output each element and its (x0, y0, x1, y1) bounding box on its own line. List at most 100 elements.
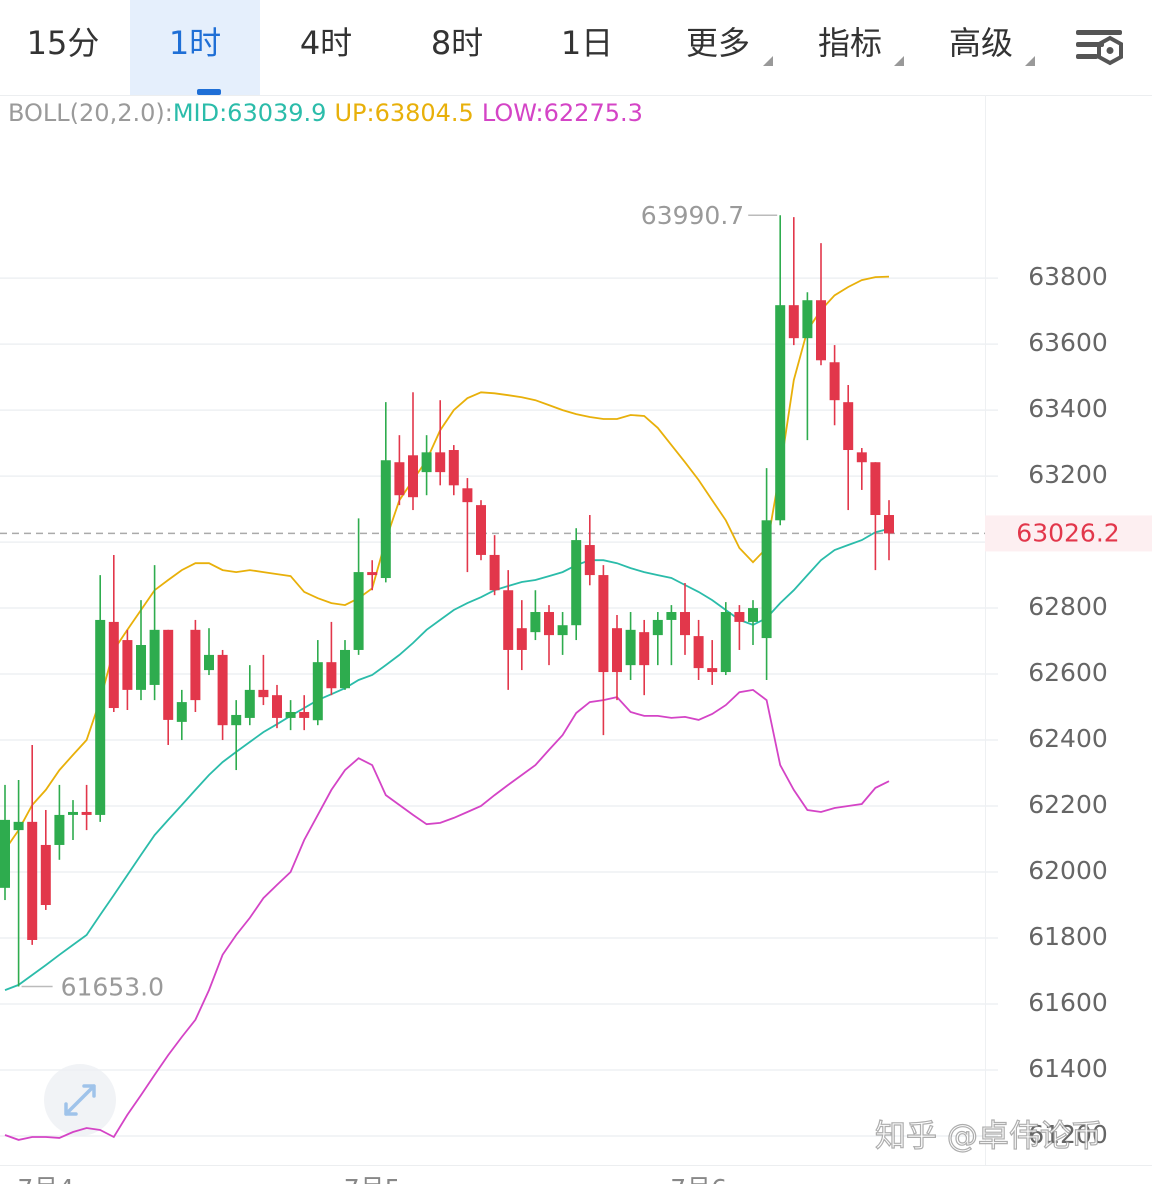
candle-body (639, 632, 650, 666)
candle-body (394, 462, 405, 496)
candle-body (190, 629, 201, 701)
candle-body (816, 300, 826, 361)
y-tick-label: 62200 (1028, 790, 1108, 819)
icon-gear (1097, 35, 1123, 66)
candle-body (693, 636, 704, 669)
candle-body (503, 590, 514, 650)
candle-body (734, 612, 745, 622)
dropdown-arrow (763, 56, 773, 66)
candle-body (353, 572, 364, 650)
x-tick-label: 7月5 (344, 1174, 401, 1184)
candle-body (625, 629, 636, 666)
active-tab-indicator (197, 89, 221, 95)
tab[interactable]: 指标 (818, 24, 882, 62)
tab[interactable]: 4时 (300, 24, 352, 62)
high-annotation: 63990.7 (641, 201, 744, 230)
candle-body (435, 452, 446, 473)
candle-body (95, 619, 106, 815)
candle-body (0, 819, 10, 888)
candle-body (476, 505, 486, 555)
candle-body (68, 811, 78, 815)
candle-body (54, 814, 65, 845)
candle-body (448, 450, 459, 486)
candle-body (612, 628, 622, 673)
icon-gear-center (1106, 47, 1114, 54)
y-tick-label: 61800 (1028, 922, 1108, 951)
candle-body (340, 649, 350, 689)
candle-body (775, 305, 786, 521)
x-tick-label: 7月4 (17, 1174, 74, 1184)
candle-body (176, 702, 187, 722)
candle-body (843, 402, 854, 451)
candle-body (326, 662, 337, 689)
y-tick-label: 62000 (1028, 856, 1108, 885)
candle-body (408, 455, 418, 498)
tab[interactable]: 8时 (431, 24, 483, 62)
settings-icon[interactable] (1076, 30, 1123, 66)
tab[interactable]: 1日 (561, 24, 613, 62)
candle-body (217, 654, 228, 726)
last-price-label: 63026.2 (1016, 518, 1119, 547)
y-tick-label: 61600 (1028, 988, 1108, 1017)
candle-body (204, 654, 214, 671)
tab-bar: 15分 1时 4时 8时 1日 更多 指标 高级 (0, 0, 1152, 96)
candle-body (748, 608, 758, 622)
y-tick-label: 63200 (1028, 460, 1108, 489)
indicator-legend: BOLL(20,2.0):MID:63039.9 UP:63804.5 LOW:62… (8, 99, 643, 127)
low-annotation: 61653.0 (61, 973, 164, 1002)
legend-up: UP:63804.5 (334, 99, 473, 127)
candle-body (884, 515, 894, 534)
candle-body (761, 520, 772, 639)
candle-body (40, 844, 51, 906)
candle-body (108, 621, 119, 709)
candle-body (530, 612, 541, 633)
y-tick-label: 62400 (1028, 724, 1108, 753)
expand-button[interactable] (44, 1064, 116, 1136)
candle-body (13, 821, 24, 831)
candle-body (149, 629, 160, 685)
candle-body (707, 668, 718, 673)
y-tick-label: 63600 (1028, 328, 1108, 357)
y-tick-label: 61200 (1028, 1120, 1108, 1149)
candle-body (258, 689, 269, 698)
candle-body (285, 711, 296, 718)
indicator-name: BOLL(20,2.0): (8, 99, 173, 127)
tab[interactable]: 15分 (27, 24, 100, 62)
candle-body (312, 662, 323, 721)
boll-line (4, 688, 890, 1141)
candle-body (680, 612, 690, 636)
candle-body (571, 540, 582, 626)
tab[interactable]: 1时 (169, 24, 221, 62)
candle-body (598, 575, 609, 673)
boll-line (4, 275, 890, 851)
y-tick-label: 62800 (1028, 592, 1108, 621)
candle-body (856, 452, 867, 463)
candle-body (652, 619, 663, 636)
candle-body (231, 714, 242, 726)
candle-body (122, 640, 133, 690)
tab[interactable]: 更多 (686, 24, 750, 62)
plot (0, 95, 998, 1165)
candle-body (163, 629, 174, 720)
tab[interactable]: 高级 (949, 24, 1013, 62)
active-tab-bg (130, 0, 260, 95)
candle-body (829, 362, 840, 401)
x-tick-label: 7月6 (670, 1174, 727, 1184)
watermark: 知乎 @卓伟论币 (875, 1119, 1102, 1155)
icon-bar (1076, 30, 1122, 35)
candle-body (788, 305, 799, 339)
candle-body (720, 612, 731, 673)
y-tick-label: 63800 (1028, 262, 1108, 291)
y-tick-label: 62600 (1028, 658, 1108, 687)
y-tick-label: 61400 (1028, 1054, 1108, 1083)
candle-body (462, 488, 473, 503)
candle-body (272, 695, 282, 718)
legend-mid: MID:63039.9 (173, 99, 327, 127)
candle-body (870, 462, 881, 516)
candle-body (421, 452, 432, 473)
icon-bar (1076, 54, 1098, 59)
y-tick-label: 63400 (1028, 394, 1108, 423)
candle-body (666, 612, 677, 620)
